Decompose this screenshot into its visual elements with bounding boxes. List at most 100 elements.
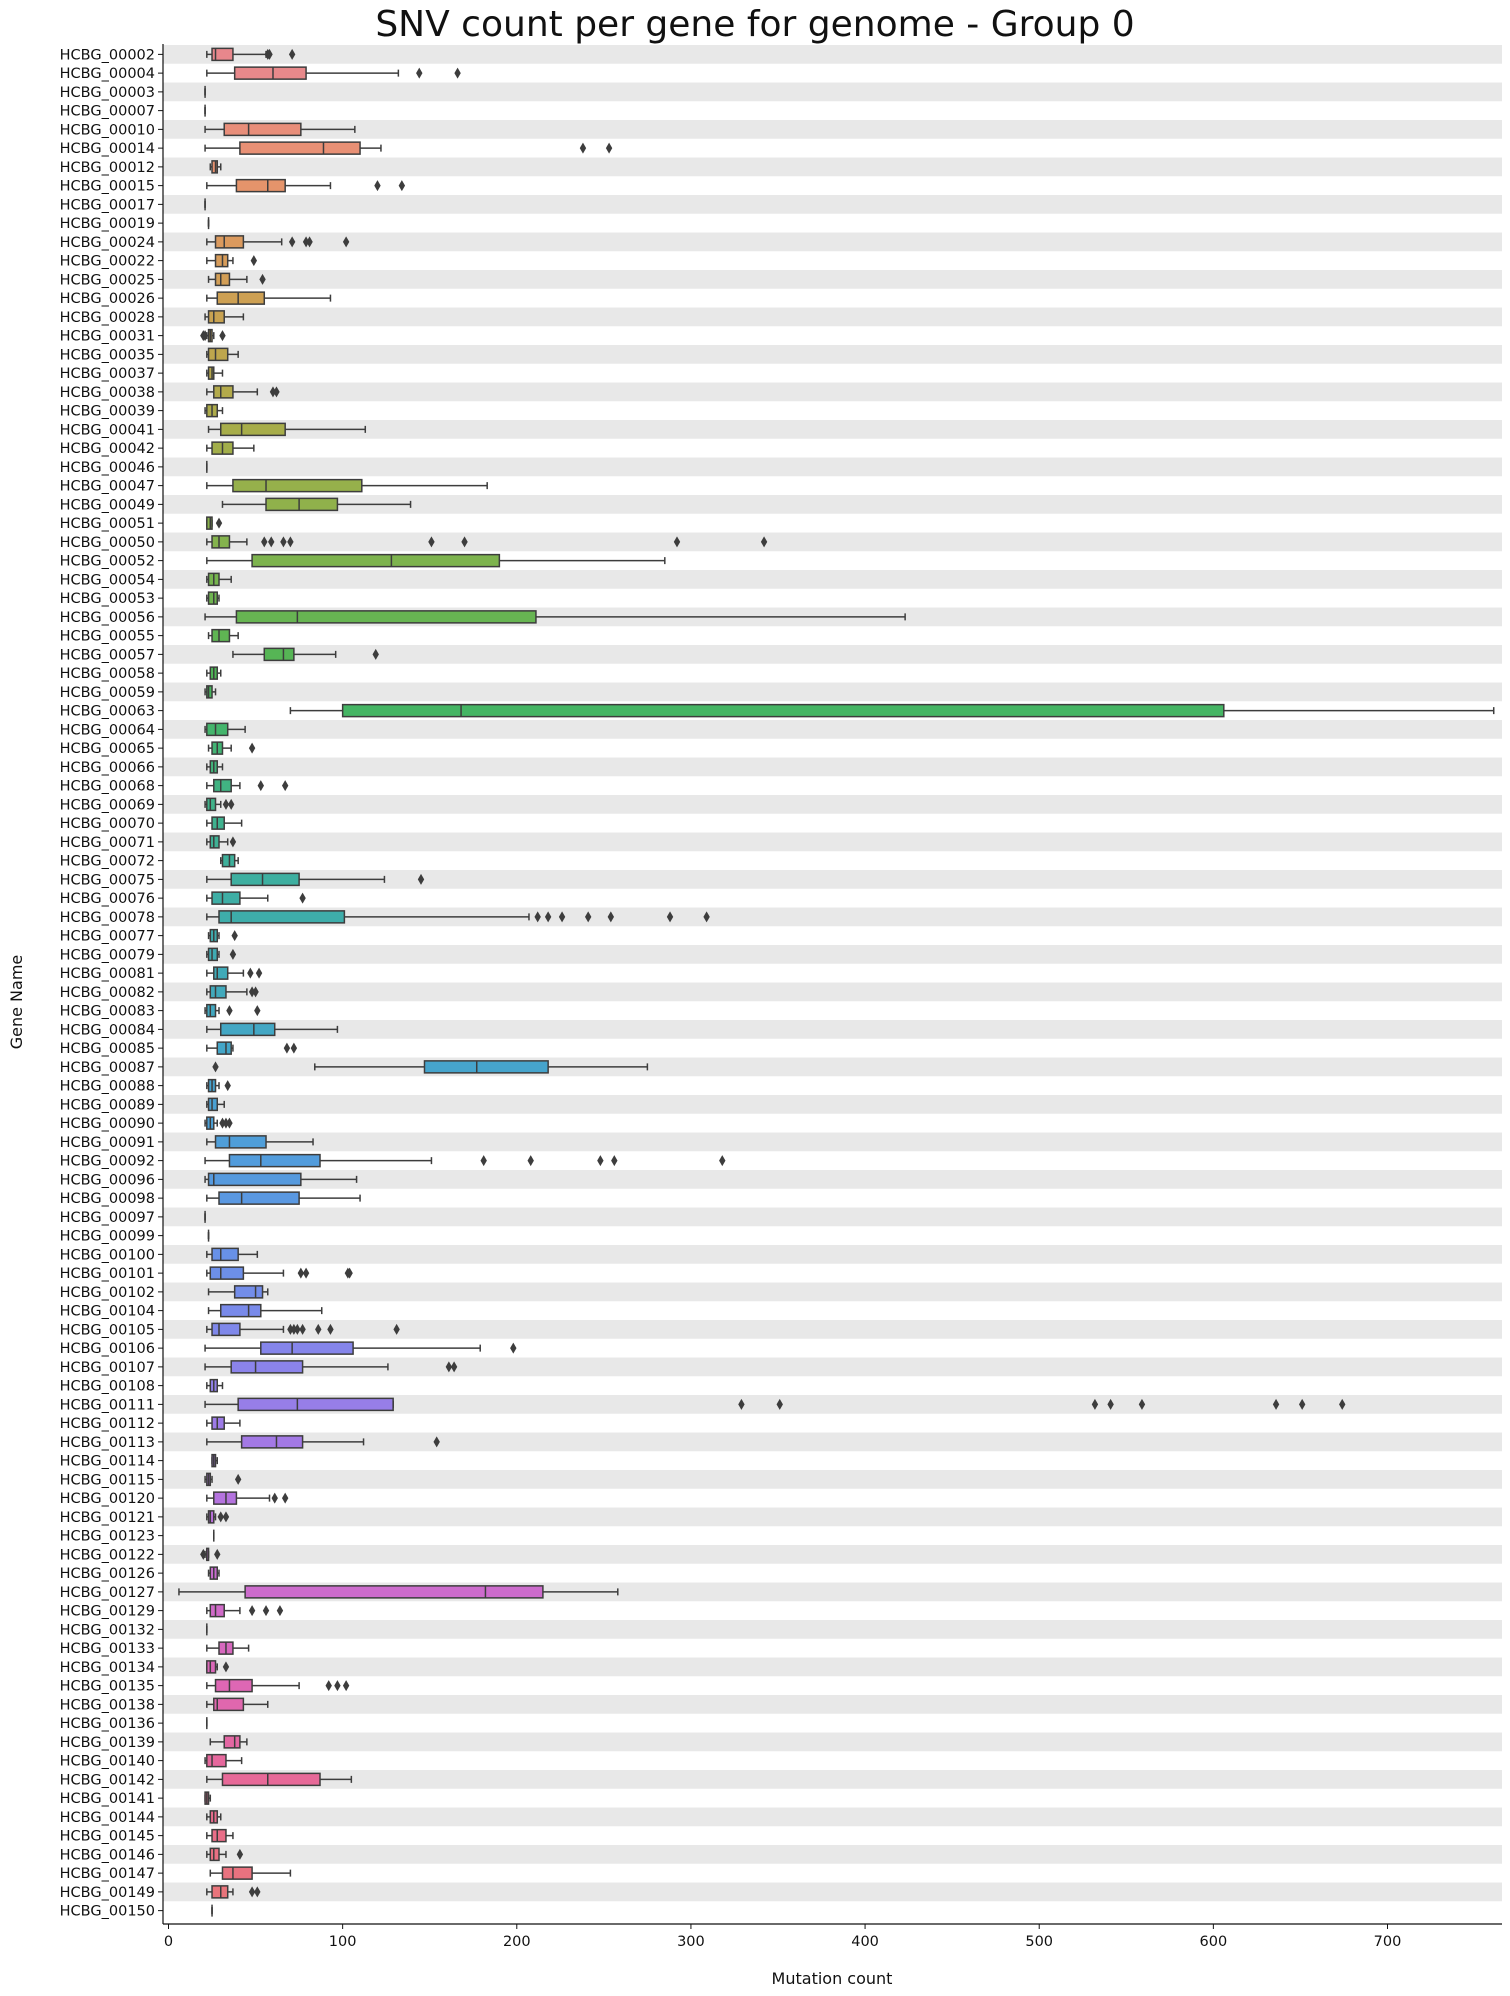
outlier-point [776,1398,783,1410]
outlier-point [450,1361,458,1373]
outlier-point [374,180,381,192]
outlier-point [226,1117,233,1129]
y-tick-label: HCBG_00146 [60,1847,155,1863]
box-iqr [221,1866,253,1880]
y-tick-label: HCBG_00144 [60,1810,155,1826]
box-iqr [216,291,266,305]
x-tick-label: 0 [164,1934,173,1950]
y-tick-label: HCBG_00098 [60,1191,155,1207]
y-tick-label: HCBG_00014 [60,141,155,157]
box-hcbg_00089 [206,1097,225,1112]
y-tick-label: HCBG_00085 [60,1041,155,1057]
box-hcbg_00098 [206,1191,361,1205]
box-hcbg_00145 [206,1828,234,1843]
box-iqr [211,1322,241,1337]
outlier-point [288,48,296,60]
outlier-point [281,780,289,792]
y-tick-label: HCBG_00135 [60,1679,155,1695]
y-tick-label: HCBG_00113 [60,1435,155,1451]
box-hcbg_00052 [206,553,666,568]
y-axis-label: Gene Name [7,955,26,1050]
outlier-point [287,536,294,548]
box-iqr [207,1097,219,1112]
row-stripe [163,1695,1502,1714]
box-hcbg_00121 [206,1510,230,1524]
box-iqr [341,703,1225,718]
box-hcbg_00146 [206,1847,244,1862]
box-iqr [230,872,300,887]
outlier-point [226,1005,233,1017]
box-hcbg_00100 [206,1247,259,1262]
box-hcbg_00038 [206,385,280,399]
box-hcbg_00107 [204,1360,458,1374]
row-stripe [163,720,1502,739]
y-tick-label: HCBG_00069 [60,797,155,813]
box-hcbg_00078 [206,910,710,924]
row-stripe [163,1545,1502,1564]
box-iqr [223,1735,241,1749]
box-hcbg_00014 [204,141,613,155]
outlier-point [454,67,461,79]
outlier-point [299,1323,306,1335]
outlier-point [215,517,223,529]
y-tick-label: HCBG_00068 [60,779,155,795]
box-hcbg_00058 [206,666,222,680]
box-iqr [207,366,215,380]
outlier-point [433,1436,440,1448]
y-tick-label: HCBG_00114 [60,1454,155,1470]
chart-title: SNV count per gene for genome - Group 0 [375,4,1135,45]
box-hcbg_00041 [207,422,367,437]
box-hcbg_00085 [206,1041,298,1055]
y-tick-label: HCBG_00147 [60,1866,155,1882]
box-hcbg_00051 [206,516,223,530]
row-stripe [163,1395,1502,1414]
outlier-point [315,1323,322,1335]
outlier-point [222,1117,230,1129]
y-tick-label: HCBG_00102 [60,1285,155,1301]
box-hcbg_00083 [204,1003,261,1018]
row-stripe [163,420,1502,439]
y-tick-label: HCBG_00133 [60,1641,155,1657]
row-stripe [163,757,1502,777]
box-iqr [207,1172,302,1187]
box-iqr [228,1153,321,1168]
outlier-point [703,911,710,923]
outlier-point [281,1492,289,1504]
box-hcbg_00091 [206,1135,314,1149]
box-iqr [211,628,231,643]
row-stripe [163,1245,1502,1264]
y-tick-label: HCBG_00039 [60,404,155,420]
box-hcbg_00037 [206,366,224,380]
outlier-point [234,1473,242,1485]
outlier-point [288,236,296,248]
outlier-point [280,536,287,548]
outlier-point [273,386,280,398]
outlier-point [219,330,226,342]
y-tick-label: HCBG_00056 [60,610,155,626]
outlier-point [219,1117,226,1129]
outlier-point [673,536,681,548]
y-tick-label: HCBG_00017 [60,197,155,213]
box-hcbg_00028 [204,310,245,324]
outlier-point [294,1323,301,1335]
box-iqr [207,591,219,605]
outlier-point [605,142,613,154]
box-hcbg_00092 [204,1153,726,1168]
box-hcbg_00012 [209,160,222,174]
box-iqr [230,1360,304,1374]
row-stripe [163,345,1502,364]
box-hcbg_00066 [206,760,224,774]
y-tick-label: HCBG_00105 [60,1322,155,1338]
y-tick-label: HCBG_00026 [60,291,155,307]
box-hcbg_00071 [206,835,237,849]
box-hcbg_00079 [206,947,237,962]
outlier-point [480,1155,487,1167]
y-tick-label: HCBG_00003 [60,85,155,101]
outlier-point [327,1323,334,1335]
box-hcbg_00039 [204,403,224,418]
outlier-point [224,1080,231,1092]
row-stripe [163,232,1502,252]
box-hcbg_00127 [178,1585,619,1599]
box-iqr [233,1285,264,1299]
box-hcbg_00135 [206,1678,350,1693]
